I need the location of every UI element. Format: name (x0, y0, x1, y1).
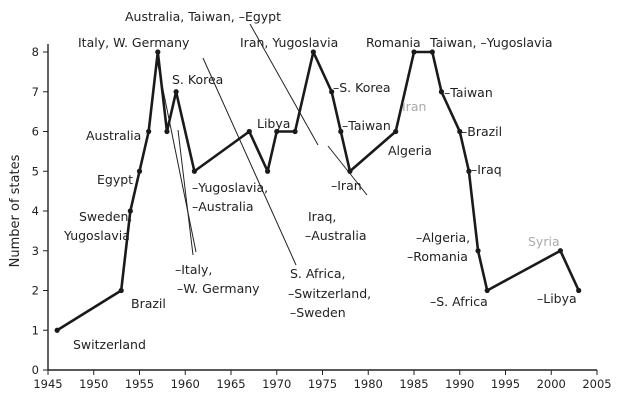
x-tick-label: 1990 (445, 377, 474, 391)
annotation-label: –Australia (305, 228, 367, 243)
annotation-labels: Switzerland Brazil Sweden, Yugoslavia Egypt A… (63, 9, 577, 352)
x-tick-label: 1965 (216, 377, 245, 391)
axes: 1945 1950 1955 1960 1965 1970 1975 1980 1985 1990… (8, 44, 612, 391)
data-point (246, 128, 252, 135)
annotation-label: –Taiwan (342, 118, 391, 133)
annotation-label: Australia (86, 128, 141, 143)
data-point (54, 327, 60, 333)
annotation-label: Romania (366, 35, 421, 50)
annotation-label: –Yugoslavia, (192, 180, 268, 195)
x-tick-label: 2000 (537, 377, 566, 391)
data-point (173, 89, 179, 95)
annotation-label: S. Africa, (290, 266, 346, 281)
annotation-label: –Libya (537, 291, 577, 306)
annotation-label: –Iran (331, 178, 362, 193)
annotation-label: –Sweden (290, 305, 346, 320)
data-point (191, 168, 197, 174)
data-point (457, 128, 463, 135)
x-tick-label: 1995 (491, 377, 520, 391)
data-point (484, 287, 490, 294)
y-tick-label: 6 (32, 125, 39, 139)
annotation-label: –Romania (407, 249, 468, 264)
data-point (475, 248, 481, 254)
y-tick-label: 8 (32, 45, 39, 59)
y-tick-label: 0 (32, 363, 39, 377)
data-point (274, 128, 280, 135)
annotation-label: S. Korea (172, 72, 223, 87)
y-axis-label: Number of states (8, 154, 23, 267)
data-point (466, 168, 472, 174)
y-tick-label: 2 (32, 284, 39, 298)
annotation-label: –Taiwan (444, 85, 493, 100)
annotation-label: Algeria (388, 143, 432, 158)
data-point (411, 49, 417, 55)
annotation-label: Iran (402, 99, 426, 114)
leader-line (202, 57, 297, 266)
data-point (118, 287, 124, 294)
annotation-label: –Algeria, (416, 230, 470, 245)
x-tick-label: 1980 (354, 377, 383, 391)
x-tick-label: 1955 (125, 377, 154, 391)
data-point (393, 128, 399, 135)
data-point (127, 208, 133, 214)
y-tick-label: 3 (32, 244, 39, 258)
data-point (329, 89, 335, 95)
leader-line (177, 129, 194, 256)
annotation-label: –S. Africa (430, 294, 488, 309)
data-point (136, 168, 143, 174)
data-point (155, 49, 161, 55)
x-tick-label: 1970 (262, 377, 291, 391)
data-point (576, 287, 582, 294)
data-point (265, 168, 271, 174)
annotation-label: Brazil (131, 296, 166, 311)
annotation-label: Switzerland (73, 337, 146, 352)
data-point (164, 128, 170, 135)
annotation-label: Taiwan, –Yugoslavia (429, 35, 553, 50)
x-tick-label: 1975 (308, 377, 337, 391)
annotation-label: Yugoslavia (63, 228, 130, 243)
annotation-label: Australia, Taiwan, –Egypt (125, 9, 281, 24)
data-point (429, 49, 435, 55)
y-tick-label: 5 (32, 164, 39, 178)
annotation-label: Sweden, (79, 209, 132, 224)
annotation-label: Italy, W. Germany (78, 35, 190, 50)
x-tick-label: 1985 (399, 377, 428, 391)
y-tick-label: 1 (32, 323, 39, 337)
x-tick-label: 1960 (171, 377, 200, 391)
data-point (338, 128, 344, 135)
annotation-label: Syria (528, 234, 560, 249)
annotation-label: Libya (257, 116, 290, 131)
annotation-label: –S. Korea (333, 80, 391, 95)
y-tick-label: 4 (32, 204, 39, 218)
data-points (54, 49, 582, 333)
annotation-label: –W. Germany (177, 281, 260, 296)
data-point (557, 248, 564, 254)
x-tick-label: 2005 (582, 377, 611, 391)
leader-line (249, 23, 319, 146)
data-point (292, 128, 298, 135)
annotation-label: –Brazil (461, 124, 502, 139)
annotation-label: Iraq, (308, 209, 336, 224)
annotation-label: –Iraq (471, 162, 502, 177)
data-point (310, 49, 316, 55)
annotation-label: –Australia (192, 199, 254, 214)
x-tick-label: 1945 (33, 377, 62, 391)
x-tick-label: 1950 (79, 377, 108, 391)
annotation-label: Egypt (97, 172, 133, 187)
y-tick-label: 7 (32, 85, 39, 99)
data-point (438, 89, 445, 95)
data-point (146, 128, 152, 135)
annotation-label: Iran, Yugoslavia (240, 35, 338, 50)
data-point (347, 168, 353, 174)
annotation-label: –Italy, (175, 262, 212, 277)
annotation-label: –Switzerland, (288, 286, 371, 301)
